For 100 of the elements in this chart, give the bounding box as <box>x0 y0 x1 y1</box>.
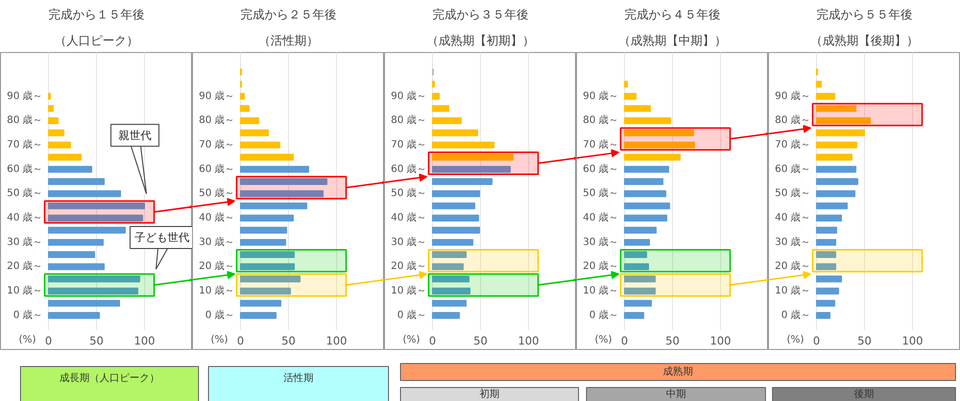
bar <box>624 226 657 234</box>
y-tick-label: 30 歳～ <box>774 236 811 248</box>
y-tick-label: 90 歳～ <box>6 90 43 102</box>
x-axis-title: (%) <box>210 334 228 346</box>
y-tick-label: 80 歳～ <box>390 114 427 126</box>
y-tick-label: 90 歳～ <box>390 90 427 102</box>
x-tick-label: 50 <box>474 334 488 348</box>
bar <box>240 117 260 124</box>
bar <box>432 263 464 270</box>
bar <box>432 117 462 124</box>
bar <box>816 226 838 234</box>
bar <box>624 166 670 173</box>
text: 後期 <box>854 388 874 400</box>
bar <box>48 214 144 222</box>
bar <box>432 288 470 294</box>
y-tick-label: 10 歳～ <box>198 284 235 297</box>
bar <box>432 129 478 136</box>
y-tick-label: 50 歳～ <box>390 187 427 200</box>
bar <box>48 190 121 198</box>
y-tick-label: 30 歳～ <box>390 236 427 248</box>
y-tick-label: 40 歳～ <box>198 212 235 224</box>
bar <box>240 92 245 100</box>
bar <box>240 178 328 185</box>
y-tick-label: 0 歳～ <box>205 308 235 321</box>
x-tick-label: 0 <box>429 334 436 348</box>
x-axis-title: (%) <box>594 334 612 346</box>
bar <box>48 129 64 136</box>
bar <box>48 251 96 258</box>
bar <box>816 312 830 319</box>
bar <box>816 92 836 100</box>
y-tick-label: 30 歳～ <box>198 236 235 248</box>
y-tick-label: 0 歳～ <box>781 308 811 321</box>
bar <box>240 312 277 319</box>
bar <box>48 288 138 294</box>
y-tick-label: 50 歳～ <box>774 187 811 200</box>
y-tick-label: 70 歳～ <box>582 138 619 151</box>
x-axis-title: (%) <box>786 334 804 346</box>
x-tick-label: 100 <box>902 334 923 348</box>
y-tick-label: 20 歳～ <box>390 260 427 272</box>
bar <box>240 166 310 173</box>
y-tick-label: 40 歳～ <box>390 212 427 224</box>
x-tick-label: 100 <box>710 334 731 348</box>
bar <box>624 263 649 270</box>
x-axis-title: (%) <box>402 334 420 346</box>
bar <box>240 154 294 161</box>
chart-subtitle: （人口ピーク） <box>54 34 138 48</box>
bar <box>624 92 637 100</box>
bar <box>624 190 666 198</box>
text: 中期 <box>666 388 686 400</box>
y-tick-label: 60 歳～ <box>198 162 235 175</box>
x-axis-title: (%) <box>18 334 36 346</box>
bar <box>432 92 440 100</box>
y-tick-label: 20 歳～ <box>198 260 235 272</box>
chart-subtitle: （成熟期【中期】） <box>618 34 726 48</box>
bar <box>48 300 120 307</box>
y-tick-label: 10 歳～ <box>6 284 43 297</box>
bar <box>240 214 294 222</box>
y-tick-label: 70 歳～ <box>198 138 235 151</box>
y-tick-label: 90 歳～ <box>774 90 811 102</box>
bar <box>624 202 670 210</box>
x-tick-label: 100 <box>326 334 347 348</box>
bar <box>48 178 105 185</box>
y-tick-label: 80 歳～ <box>6 114 43 126</box>
bar <box>432 202 476 210</box>
bar <box>624 312 644 319</box>
chart-title: 完成から２５年後 <box>240 8 336 22</box>
bar <box>432 251 467 258</box>
bar <box>624 142 696 148</box>
text: 初期 <box>480 388 500 400</box>
bar <box>624 80 628 88</box>
y-tick-label: 70 歳～ <box>774 138 811 151</box>
y-tick-label: 50 歳～ <box>198 187 235 200</box>
bar <box>624 105 651 112</box>
bar <box>48 312 100 319</box>
chart-title: 完成から１５年後 <box>48 8 144 22</box>
y-tick-label: 90 歳～ <box>582 90 619 102</box>
y-tick-label: 10 歳～ <box>582 284 619 297</box>
y-tick-label: 60 歳～ <box>6 162 43 175</box>
bar <box>816 80 822 88</box>
bar <box>816 105 856 112</box>
y-tick-label: 0 歳～ <box>397 308 427 321</box>
bar <box>48 238 104 246</box>
chart-subtitle: （成熟期【初期】） <box>426 34 534 48</box>
y-tick-label: 20 歳～ <box>582 260 619 272</box>
x-tick-label: 0 <box>621 334 628 348</box>
x-tick-label: 0 <box>813 334 820 348</box>
x-tick-label: 100 <box>134 334 155 348</box>
text: 活性期 <box>284 372 314 384</box>
bar <box>816 202 848 210</box>
x-tick-label: 50 <box>666 334 680 348</box>
y-tick-label: 90 歳～ <box>198 90 235 102</box>
bar <box>816 190 856 198</box>
bar <box>624 129 694 136</box>
chart-subtitle: （成熟期【後期】） <box>810 34 918 48</box>
bar <box>48 166 92 173</box>
bar <box>624 288 656 294</box>
y-tick-label: 40 歳～ <box>774 212 811 224</box>
bar <box>240 288 291 294</box>
bar <box>624 300 652 307</box>
x-tick-label: 50 <box>90 334 104 348</box>
